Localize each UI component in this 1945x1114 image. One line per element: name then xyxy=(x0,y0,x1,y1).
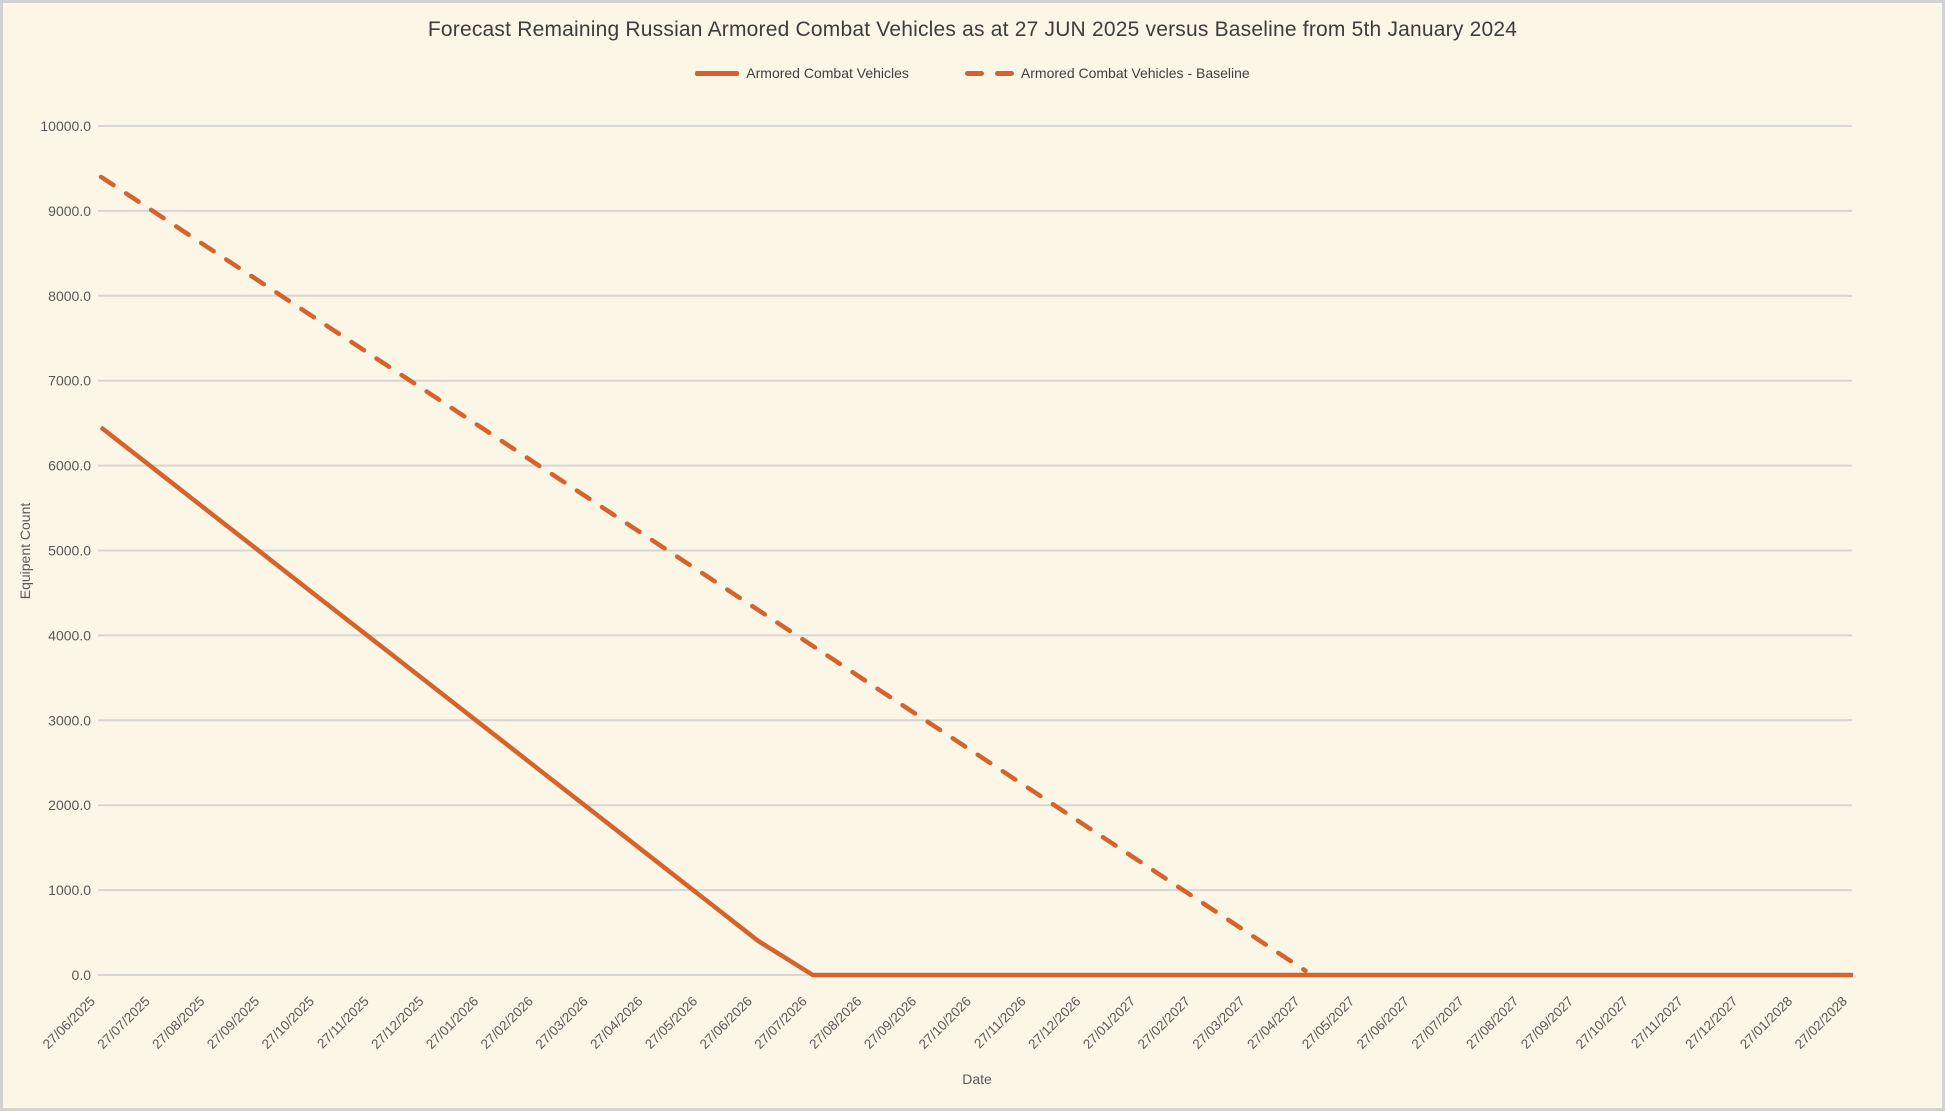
legend: Armored Combat Vehicles Armored Combat V… xyxy=(3,65,1942,81)
x-tick-label: 27/12/2027 xyxy=(1682,994,1740,1052)
x-tick-label: 27/10/2027 xyxy=(1573,994,1631,1052)
y-tick-label: 1000.0 xyxy=(48,882,91,898)
y-tick-label: 6000.0 xyxy=(48,458,91,474)
x-tick-label: 27/11/2027 xyxy=(1628,994,1686,1052)
y-tick-label: 2000.0 xyxy=(48,797,91,813)
dashed-line-swatch xyxy=(964,70,1014,76)
x-tick-label: 27/03/2027 xyxy=(1189,994,1247,1052)
plot-area: 0.0 1000.0 2000.0 3000.0 4000.0 5000.0 6000.0 7… xyxy=(40,118,1853,1052)
x-tick-label: 27/09/2026 xyxy=(861,994,919,1052)
legend-item-armored-combat-vehicles: Armored Combat Vehicles xyxy=(695,65,909,81)
x-tick-label: 27/06/2027 xyxy=(1354,994,1412,1052)
x-tick-label: 27/05/2026 xyxy=(642,994,700,1052)
x-tick-label: 27/02/2027 xyxy=(1135,994,1193,1052)
x-tick-label: 27/07/2027 xyxy=(1408,994,1466,1052)
x-tick-label: 27/08/2027 xyxy=(1463,994,1521,1052)
x-tick-label: 27/01/2026 xyxy=(423,994,481,1052)
y-tick-label: 5000.0 xyxy=(48,543,91,559)
x-tick-label: 27/12/2025 xyxy=(368,994,426,1052)
x-tick-label: 27/07/2025 xyxy=(94,994,152,1052)
y-tick-label: 4000.0 xyxy=(48,627,91,643)
x-axis-title: Date xyxy=(962,1071,992,1087)
series-line-solid xyxy=(99,425,1853,978)
y-tick-label: 10000.0 xyxy=(40,118,91,134)
x-tick-label: 27/08/2025 xyxy=(149,994,207,1052)
x-tick-label: 27/03/2026 xyxy=(532,994,590,1052)
x-tick-label: 27/05/2027 xyxy=(1299,994,1357,1052)
x-tick-label: 27/06/2025 xyxy=(40,994,98,1052)
x-tick-label: 27/02/2026 xyxy=(478,994,536,1052)
x-tick-label: 27/10/2026 xyxy=(916,994,974,1052)
legend-label-armored-combat-vehicles: Armored Combat Vehicles xyxy=(746,65,909,81)
legend-label-baseline: Armored Combat Vehicles - Baseline xyxy=(1020,65,1250,81)
x-tick-label: 27/09/2027 xyxy=(1518,994,1576,1052)
solid-line-swatch xyxy=(695,70,740,76)
x-tick-label: 27/04/2026 xyxy=(587,994,645,1052)
legend-item-baseline: Armored Combat Vehicles - Baseline xyxy=(964,65,1250,81)
x-tick-label: 27/12/2026 xyxy=(1025,994,1083,1052)
series-line-dashed xyxy=(98,174,1308,974)
y-tick-label: 7000.0 xyxy=(48,373,91,389)
y-tick-label: 8000.0 xyxy=(48,288,91,304)
x-tick-label: 27/07/2026 xyxy=(751,994,809,1052)
x-tick-label: 27/11/2026 xyxy=(971,994,1029,1052)
dash-segment xyxy=(964,70,984,76)
x-tick-label: 27/04/2027 xyxy=(1244,994,1302,1052)
x-tick-label: 27/11/2025 xyxy=(314,994,372,1052)
y-tick-label: 9000.0 xyxy=(48,203,91,219)
x-tick-label: 27/01/2028 xyxy=(1737,994,1795,1052)
chart-title: Forecast Remaining Russian Armored Comba… xyxy=(427,18,1518,41)
x-tick-label: 27/02/2028 xyxy=(1792,994,1850,1052)
x-tick-label: 27/06/2026 xyxy=(697,994,755,1052)
x-tick-label: 27/09/2025 xyxy=(204,994,262,1052)
x-tick-label: 27/01/2027 xyxy=(1080,994,1138,1052)
x-tick-label: 27/08/2026 xyxy=(806,994,864,1052)
x-tick-label: 27/10/2025 xyxy=(259,994,317,1052)
y-tick-label: 0.0 xyxy=(72,967,92,983)
dash-segment xyxy=(994,70,1014,76)
y-tick-label: 3000.0 xyxy=(48,712,91,728)
